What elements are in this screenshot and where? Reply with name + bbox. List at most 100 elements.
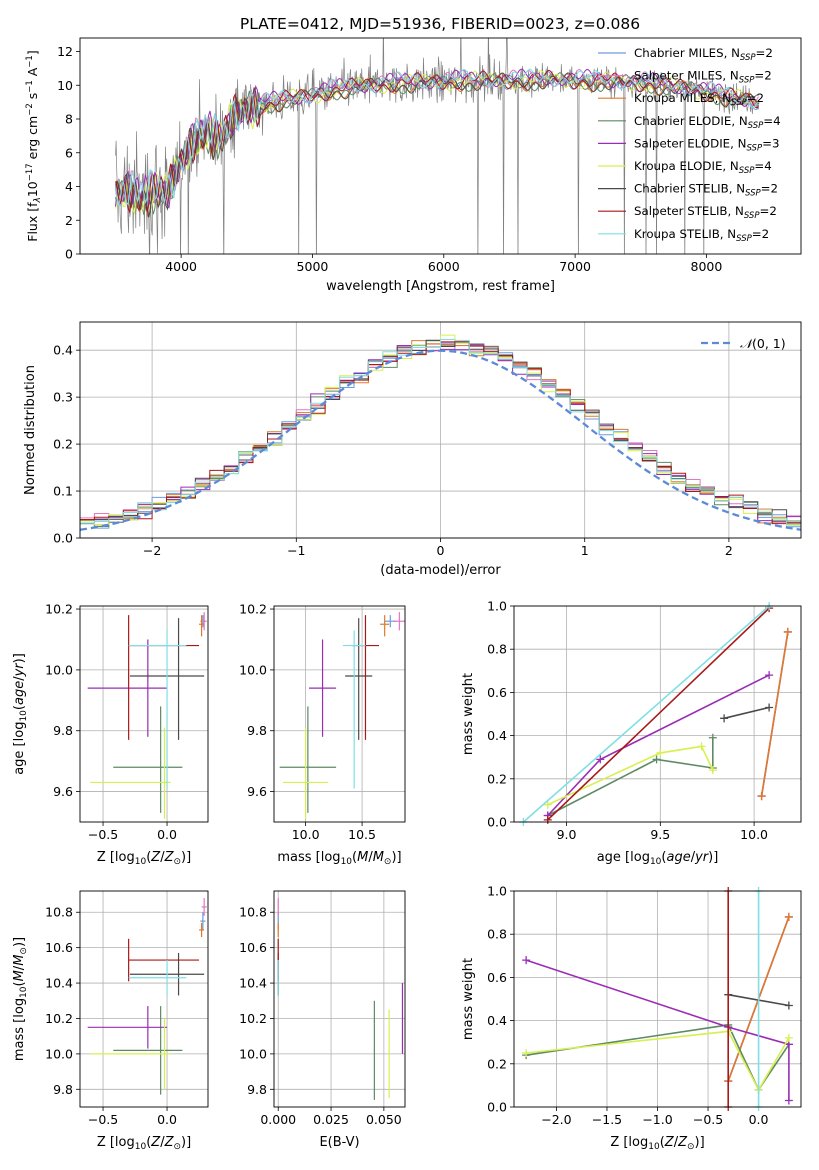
legend-label: Salpeter ELODIE, NSSP=3 (634, 136, 779, 153)
y-tick-label: 10.2 (239, 602, 267, 617)
z_mass-axes: −0.5 0.0 9.8 10.0 10.2 10.4 10.6 10.8 (45, 891, 208, 1127)
y-tick-label: 10.2 (45, 1011, 73, 1026)
weight-marker-kroupa-elodie (543, 800, 552, 809)
y-tick-label: 0.0 (487, 815, 507, 830)
y-tick-label: 9.8 (53, 1082, 73, 1097)
legend-label: Salpeter MILES, NSSP=2 (634, 69, 772, 86)
x-tick-label: −1.0 (642, 1112, 672, 1127)
x-tick-label: −0.5 (88, 1112, 118, 1127)
ebv_mass-frame (273, 890, 406, 1108)
mass_age-frame (273, 605, 406, 823)
x-tick-label: −2.0 (541, 1112, 571, 1127)
weight-marker-kroupa-elodie (656, 748, 665, 757)
y-tick-label: 0.8 (487, 642, 507, 657)
y-tick-label: 0.3 (53, 390, 73, 405)
z_age-axes: −0.5 0.0 9.6 9.8 10.0 10.2 (45, 602, 208, 842)
weight-marker-salpeter-elodie (522, 956, 531, 965)
x-tick-label: 9.5 (650, 827, 670, 842)
x-tick-label: −1.5 (592, 1112, 622, 1127)
histogram-frame (79, 321, 802, 539)
model-line-salpeter-elodie (115, 68, 759, 209)
y-tick-label: 10 (57, 78, 73, 93)
y-tick-label: 12 (57, 44, 73, 59)
x-tick-label: 1 (581, 543, 589, 558)
x-tick-label: −0.5 (693, 1112, 723, 1127)
x-tick-label: 0.025 (313, 1112, 349, 1127)
legend-label: Kroupa MILES, NSSP=2 (634, 91, 764, 108)
y-tick-label: 9.8 (247, 1082, 267, 1097)
x-tick-label: 6000 (428, 259, 460, 274)
weight-line-chabrier-stelib (723, 706, 770, 720)
x-axis-label: Z [log10(Z/Z⊙)] (97, 1135, 191, 1152)
z_weight-frame (513, 890, 802, 1108)
y-tick-label: 6 (65, 145, 73, 160)
weight-marker-chabrier-elodie (652, 755, 661, 764)
y-axis-label: mass weight (461, 673, 476, 755)
y-tick-label: 9.8 (247, 723, 267, 738)
weight-line-chabrier-elodie (525, 1024, 790, 1092)
spectrum-frame (79, 37, 802, 255)
z_weight-axes: −2.0 −1.5 −1.0 −0.5 0.0 0.0 0.2 0.4 0.6 0.8 1.0 mas… (461, 884, 801, 1127)
weight-marker-kroupa-miles (783, 627, 792, 636)
y-tick-label: 10.2 (239, 1011, 267, 1026)
y-tick-label: 0.4 (53, 343, 73, 358)
ebv_mass-axes: 0.000 0.025 0.050 9.8 10.0 10.2 10.4 10.6 10.8 (239, 891, 405, 1127)
x-axis-label: (data-model)/error (380, 563, 501, 578)
y-axis-label: Normed distribution (23, 365, 38, 495)
x-axis-label: Z [log10(Z/Z⊙)] (97, 850, 191, 867)
y-tick-label: 9.6 (53, 784, 73, 799)
y-tick-label: 0.4 (487, 1013, 507, 1028)
y-tick-label: 10.0 (239, 1046, 267, 1061)
y-tick-label: 0.6 (487, 685, 507, 700)
spectrum-axes: 4000 5000 6000 7000 8000 0 2 4 6 8 10 12 wavelength … (57, 44, 722, 294)
ebv_mass-plot-area (277, 898, 404, 1100)
weight-marker-chabrier-stelib (784, 1001, 793, 1010)
model-line-salpeter-stelib (115, 69, 759, 214)
y-tick-label: 9.8 (53, 723, 73, 738)
y-tick-label: 4 (65, 179, 73, 194)
weight-line-chabrier-elodie (547, 737, 714, 817)
x-axis-label: age [log10(age/yr)] (597, 850, 719, 867)
mass_age-plot-area (279, 612, 405, 819)
weight-marker-kroupa-elodie (697, 742, 706, 751)
x-tick-label: −0.5 (88, 827, 118, 842)
y-tick-label: 0.4 (487, 728, 507, 743)
y-axis-label: age [log10(age/yr)] (12, 653, 29, 775)
y-tick-label: 10.0 (45, 662, 73, 677)
z_mass-plot-area (87, 898, 207, 1095)
y-axis-label: mass [log10(M/M⊙)] (12, 937, 29, 1061)
y-tick-label: 10.8 (45, 905, 73, 920)
weight-marker-salpeter-elodie (784, 1096, 793, 1105)
x-tick-label: 0.0 (749, 1112, 769, 1127)
weight-marker-salpeter-elodie (596, 755, 605, 764)
x-tick-label: 0 (437, 543, 445, 558)
weight-line-kroupa-elodie (547, 745, 714, 806)
y-tick-label: 1.0 (487, 599, 507, 614)
y-axis-label: Flux [fλ10−17 erg cm−2 s−1 A−1] (25, 50, 43, 241)
x-tick-label: 8000 (691, 259, 723, 274)
x-tick-label: −2 (143, 543, 161, 558)
y-tick-label: 0.8 (487, 927, 507, 942)
x-tick-label: 0.000 (260, 1112, 296, 1127)
weight-marker-salpeter-stelib (543, 815, 552, 824)
x-tick-label: 9.0 (557, 827, 577, 842)
y-tick-label: 10.6 (239, 940, 267, 955)
y-tick-label: 0.2 (53, 437, 73, 452)
x-axis-label: E(B-V) (319, 1135, 359, 1150)
spectrum-plot-area (115, 38, 760, 254)
x-tick-label: 0.0 (157, 1112, 177, 1127)
weight-marker-chabrier-elodie (708, 733, 717, 742)
y-tick-label: 10.6 (45, 940, 73, 955)
mass_age-axes: 10.0 10.5 9.6 9.8 10.0 10.2 (239, 602, 405, 842)
y-tick-label: 0.2 (487, 1056, 507, 1071)
age_weight-plot-area (519, 602, 792, 826)
x-tick-label: 10.0 (740, 827, 768, 842)
y-tick-label: 0.0 (487, 1100, 507, 1115)
x-tick-label: 5000 (297, 259, 329, 274)
y-tick-label: 0 (65, 247, 73, 262)
y-tick-label: 8 (65, 112, 73, 127)
age_weight-axes: 9.0 9.5 10.0 0.0 0.2 0.4 0.6 0.8 1.0 mass weight (461, 599, 801, 842)
residuals-axes: −2 −1 0 1 2 0.0 0.1 0.2 0.3 0.4 (data-model)/error… (23, 322, 801, 578)
weight-marker-kroupa-miles (784, 912, 793, 921)
weight-line-kroupa-elodie (526, 1030, 790, 1092)
